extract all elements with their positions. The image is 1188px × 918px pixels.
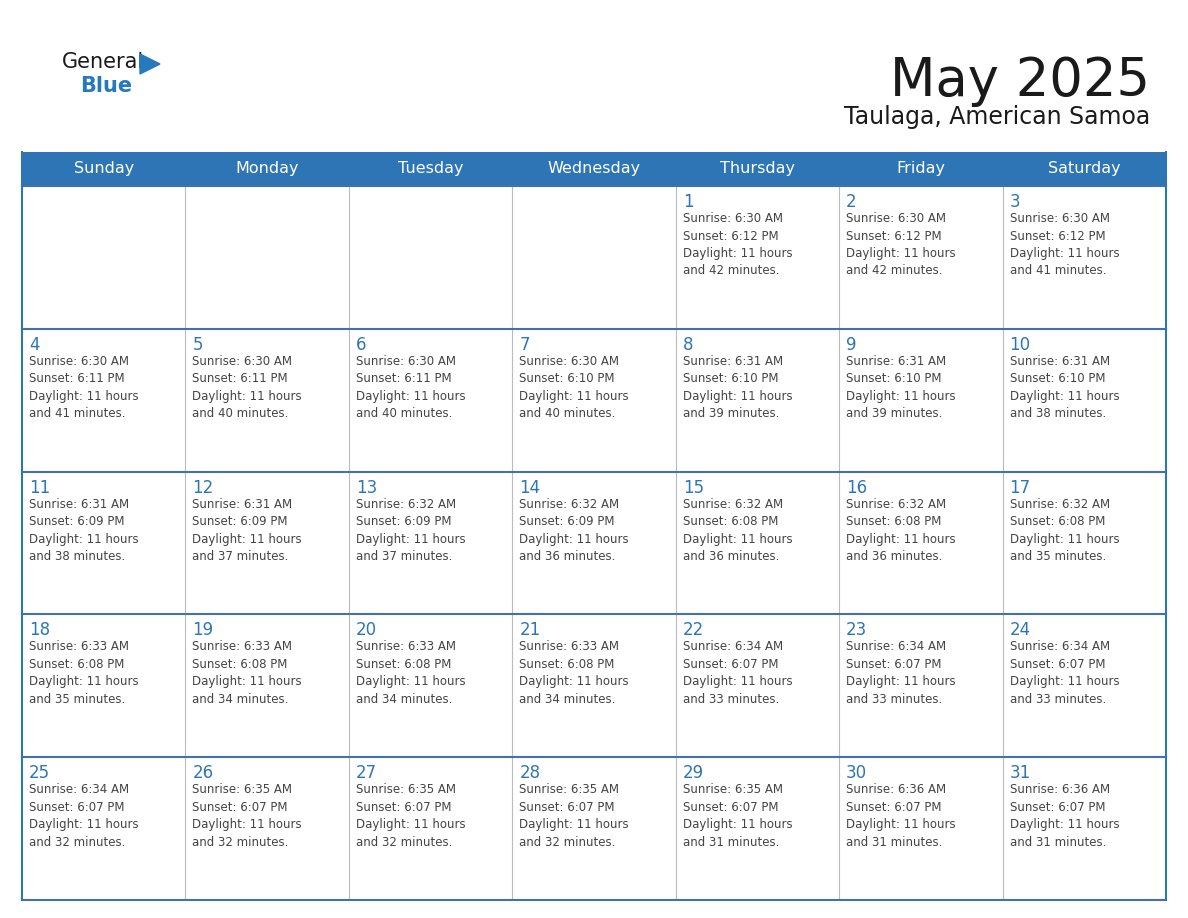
Text: 10: 10 (1010, 336, 1031, 353)
Text: 6: 6 (356, 336, 366, 353)
Text: 17: 17 (1010, 478, 1031, 497)
Text: Thursday: Thursday (720, 162, 795, 176)
Bar (23, 472, 1165, 614)
Text: 7: 7 (519, 336, 530, 353)
Text: 16: 16 (846, 478, 867, 497)
Text: Sunrise: 6:30 AM
Sunset: 6:12 PM
Daylight: 11 hours
and 42 minutes.: Sunrise: 6:30 AM Sunset: 6:12 PM Dayligh… (846, 212, 956, 277)
Text: Sunrise: 6:31 AM
Sunset: 6:10 PM
Daylight: 11 hours
and 39 minutes.: Sunrise: 6:31 AM Sunset: 6:10 PM Dayligh… (683, 354, 792, 420)
Text: Sunrise: 6:34 AM
Sunset: 6:07 PM
Daylight: 11 hours
and 33 minutes.: Sunrise: 6:34 AM Sunset: 6:07 PM Dayligh… (1010, 641, 1119, 706)
Text: Sunrise: 6:30 AM
Sunset: 6:11 PM
Daylight: 11 hours
and 40 minutes.: Sunrise: 6:30 AM Sunset: 6:11 PM Dayligh… (192, 354, 302, 420)
Bar (23, 152, 1165, 186)
Text: Sunrise: 6:33 AM
Sunset: 6:08 PM
Daylight: 11 hours
and 34 minutes.: Sunrise: 6:33 AM Sunset: 6:08 PM Dayligh… (192, 641, 302, 706)
Text: Sunrise: 6:36 AM
Sunset: 6:07 PM
Daylight: 11 hours
and 31 minutes.: Sunrise: 6:36 AM Sunset: 6:07 PM Dayligh… (846, 783, 956, 849)
Text: 12: 12 (192, 478, 214, 497)
Text: General: General (62, 52, 144, 72)
Text: 26: 26 (192, 764, 214, 782)
Bar (23, 614, 1165, 757)
Text: 27: 27 (356, 764, 377, 782)
Text: Sunrise: 6:35 AM
Sunset: 6:07 PM
Daylight: 11 hours
and 31 minutes.: Sunrise: 6:35 AM Sunset: 6:07 PM Dayligh… (683, 783, 792, 849)
Text: 8: 8 (683, 336, 694, 353)
Text: 14: 14 (519, 478, 541, 497)
Text: Sunrise: 6:32 AM
Sunset: 6:09 PM
Daylight: 11 hours
and 36 minutes.: Sunrise: 6:32 AM Sunset: 6:09 PM Dayligh… (519, 498, 628, 563)
Text: Sunrise: 6:32 AM
Sunset: 6:08 PM
Daylight: 11 hours
and 36 minutes.: Sunrise: 6:32 AM Sunset: 6:08 PM Dayligh… (846, 498, 956, 563)
Text: Saturday: Saturday (1048, 162, 1120, 176)
Text: 2: 2 (846, 193, 857, 211)
Text: 13: 13 (356, 478, 377, 497)
Text: Friday: Friday (897, 162, 946, 176)
Text: Sunrise: 6:30 AM
Sunset: 6:12 PM
Daylight: 11 hours
and 41 minutes.: Sunrise: 6:30 AM Sunset: 6:12 PM Dayligh… (1010, 212, 1119, 277)
Text: 3: 3 (1010, 193, 1020, 211)
Text: Sunrise: 6:32 AM
Sunset: 6:08 PM
Daylight: 11 hours
and 35 minutes.: Sunrise: 6:32 AM Sunset: 6:08 PM Dayligh… (1010, 498, 1119, 563)
Text: 18: 18 (29, 621, 50, 640)
Text: Sunrise: 6:30 AM
Sunset: 6:11 PM
Daylight: 11 hours
and 40 minutes.: Sunrise: 6:30 AM Sunset: 6:11 PM Dayligh… (356, 354, 466, 420)
Text: Sunrise: 6:31 AM
Sunset: 6:10 PM
Daylight: 11 hours
and 38 minutes.: Sunrise: 6:31 AM Sunset: 6:10 PM Dayligh… (1010, 354, 1119, 420)
Text: 22: 22 (683, 621, 704, 640)
Bar (23, 329, 1165, 472)
Text: Sunrise: 6:32 AM
Sunset: 6:08 PM
Daylight: 11 hours
and 36 minutes.: Sunrise: 6:32 AM Sunset: 6:08 PM Dayligh… (683, 498, 792, 563)
Text: Sunrise: 6:33 AM
Sunset: 6:08 PM
Daylight: 11 hours
and 34 minutes.: Sunrise: 6:33 AM Sunset: 6:08 PM Dayligh… (519, 641, 628, 706)
Text: Sunrise: 6:31 AM
Sunset: 6:09 PM
Daylight: 11 hours
and 38 minutes.: Sunrise: 6:31 AM Sunset: 6:09 PM Dayligh… (29, 498, 139, 563)
Text: 20: 20 (356, 621, 377, 640)
Text: 31: 31 (1010, 764, 1031, 782)
Text: 11: 11 (29, 478, 50, 497)
Text: 1: 1 (683, 193, 694, 211)
Text: Monday: Monday (235, 162, 299, 176)
Bar (23, 186, 1165, 329)
Text: Sunrise: 6:30 AM
Sunset: 6:11 PM
Daylight: 11 hours
and 41 minutes.: Sunrise: 6:30 AM Sunset: 6:11 PM Dayligh… (29, 354, 139, 420)
Text: 9: 9 (846, 336, 857, 353)
Text: 4: 4 (29, 336, 39, 353)
Text: Sunrise: 6:35 AM
Sunset: 6:07 PM
Daylight: 11 hours
and 32 minutes.: Sunrise: 6:35 AM Sunset: 6:07 PM Dayligh… (356, 783, 466, 849)
Text: Sunrise: 6:34 AM
Sunset: 6:07 PM
Daylight: 11 hours
and 32 minutes.: Sunrise: 6:34 AM Sunset: 6:07 PM Dayligh… (29, 783, 139, 849)
Text: Sunrise: 6:31 AM
Sunset: 6:09 PM
Daylight: 11 hours
and 37 minutes.: Sunrise: 6:31 AM Sunset: 6:09 PM Dayligh… (192, 498, 302, 563)
Text: Sunrise: 6:33 AM
Sunset: 6:08 PM
Daylight: 11 hours
and 35 minutes.: Sunrise: 6:33 AM Sunset: 6:08 PM Dayligh… (29, 641, 139, 706)
Text: 30: 30 (846, 764, 867, 782)
Text: Tuesday: Tuesday (398, 162, 463, 176)
Text: Sunrise: 6:30 AM
Sunset: 6:10 PM
Daylight: 11 hours
and 40 minutes.: Sunrise: 6:30 AM Sunset: 6:10 PM Dayligh… (519, 354, 628, 420)
Text: 15: 15 (683, 478, 703, 497)
Text: Sunday: Sunday (74, 162, 134, 176)
Text: 23: 23 (846, 621, 867, 640)
Text: 28: 28 (519, 764, 541, 782)
Text: Sunrise: 6:30 AM
Sunset: 6:12 PM
Daylight: 11 hours
and 42 minutes.: Sunrise: 6:30 AM Sunset: 6:12 PM Dayligh… (683, 212, 792, 277)
Text: Sunrise: 6:32 AM
Sunset: 6:09 PM
Daylight: 11 hours
and 37 minutes.: Sunrise: 6:32 AM Sunset: 6:09 PM Dayligh… (356, 498, 466, 563)
Text: 5: 5 (192, 336, 203, 353)
Text: Sunrise: 6:35 AM
Sunset: 6:07 PM
Daylight: 11 hours
and 32 minutes.: Sunrise: 6:35 AM Sunset: 6:07 PM Dayligh… (519, 783, 628, 849)
Text: May 2025: May 2025 (890, 55, 1150, 107)
Text: Sunrise: 6:34 AM
Sunset: 6:07 PM
Daylight: 11 hours
and 33 minutes.: Sunrise: 6:34 AM Sunset: 6:07 PM Dayligh… (683, 641, 792, 706)
Text: Wednesday: Wednesday (548, 162, 640, 176)
Text: Sunrise: 6:34 AM
Sunset: 6:07 PM
Daylight: 11 hours
and 33 minutes.: Sunrise: 6:34 AM Sunset: 6:07 PM Dayligh… (846, 641, 956, 706)
Text: 21: 21 (519, 621, 541, 640)
Text: Sunrise: 6:36 AM
Sunset: 6:07 PM
Daylight: 11 hours
and 31 minutes.: Sunrise: 6:36 AM Sunset: 6:07 PM Dayligh… (1010, 783, 1119, 849)
Text: 29: 29 (683, 764, 703, 782)
Text: Sunrise: 6:35 AM
Sunset: 6:07 PM
Daylight: 11 hours
and 32 minutes.: Sunrise: 6:35 AM Sunset: 6:07 PM Dayligh… (192, 783, 302, 849)
Text: Taulaga, American Samoa: Taulaga, American Samoa (843, 105, 1150, 129)
Text: Blue: Blue (80, 76, 132, 96)
Text: 24: 24 (1010, 621, 1031, 640)
Text: Sunrise: 6:33 AM
Sunset: 6:08 PM
Daylight: 11 hours
and 34 minutes.: Sunrise: 6:33 AM Sunset: 6:08 PM Dayligh… (356, 641, 466, 706)
Polygon shape (140, 54, 160, 74)
Text: 19: 19 (192, 621, 214, 640)
Bar (23, 757, 1165, 900)
Text: 25: 25 (29, 764, 50, 782)
Text: Sunrise: 6:31 AM
Sunset: 6:10 PM
Daylight: 11 hours
and 39 minutes.: Sunrise: 6:31 AM Sunset: 6:10 PM Dayligh… (846, 354, 956, 420)
